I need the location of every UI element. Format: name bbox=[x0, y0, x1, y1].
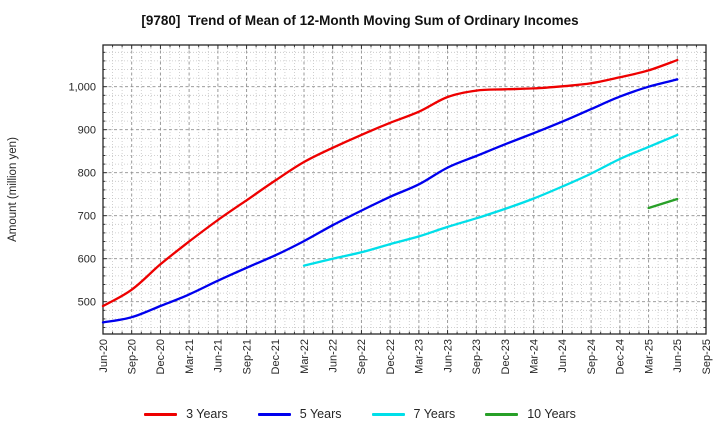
series-line-3-years bbox=[101, 58, 679, 308]
legend-label: 3 Years bbox=[186, 407, 228, 421]
x-tick-label: Jun-22 bbox=[328, 339, 340, 373]
x-tick-label: Mar-21 bbox=[184, 339, 196, 374]
x-tick-label: Dec-24 bbox=[615, 339, 627, 374]
x-tick-label: Dec-23 bbox=[500, 339, 512, 374]
y-tick-label: 900 bbox=[78, 125, 96, 137]
legend-label: 5 Years bbox=[299, 407, 342, 421]
x-tick-label: Jun-24 bbox=[557, 339, 569, 373]
y-tick-label: 1,000 bbox=[68, 82, 96, 94]
x-tick-label: Mar-22 bbox=[299, 339, 311, 374]
series-line-7-years bbox=[302, 133, 679, 267]
chart-title: [9780] Trend of Mean of 12-Month Moving … bbox=[141, 13, 579, 28]
legend: 3 Years 5 Years 7 Years 10 Years bbox=[0, 407, 720, 421]
legend-label: 7 Years bbox=[413, 407, 456, 421]
legend-item-7-years: 7 Years bbox=[371, 407, 456, 421]
legend-label: 10 Years bbox=[527, 407, 576, 421]
x-tick-label: Mar-24 bbox=[529, 339, 541, 374]
legend-swatch bbox=[485, 412, 519, 416]
x-tick-label: Dec-21 bbox=[270, 339, 282, 374]
x-tick-label: Sep-22 bbox=[356, 339, 368, 374]
x-tick-label: Sep-23 bbox=[471, 339, 483, 374]
y-axis-label: Amount (million yen) bbox=[7, 137, 19, 242]
x-tick-label: Jun-21 bbox=[213, 339, 225, 373]
x-tick-label: Sep-24 bbox=[586, 339, 598, 374]
x-tick-label: Mar-23 bbox=[414, 339, 426, 374]
x-tick-label: Mar-25 bbox=[643, 339, 655, 374]
x-tick-label: Dec-20 bbox=[155, 339, 167, 374]
axis-ticks bbox=[102, 45, 707, 334]
grid-minor bbox=[103, 45, 706, 334]
legend-swatch bbox=[144, 412, 178, 416]
x-tick-label: Sep-25 bbox=[701, 339, 713, 374]
y-tick-label: 600 bbox=[78, 254, 96, 266]
legend-swatch bbox=[371, 412, 405, 416]
y-tick-label: 800 bbox=[78, 168, 96, 180]
y-tick-labels: 500 600 700 800 900 1,000 bbox=[68, 82, 96, 309]
x-tick-label: Sep-21 bbox=[241, 339, 253, 374]
x-tick-label: Dec-22 bbox=[385, 339, 397, 374]
chart-dynamic-layer: 500 600 700 800 900 1,000 Jun-20 Sep-20 Dec-20 Ma… bbox=[68, 44, 713, 374]
series-line-5-years bbox=[101, 78, 679, 324]
x-tick-label: Sep-20 bbox=[127, 339, 139, 374]
legend-swatch bbox=[257, 412, 291, 416]
grid-major bbox=[102, 45, 707, 334]
y-tick-label: 500 bbox=[78, 297, 96, 309]
series-line-10-years bbox=[647, 197, 679, 210]
x-tick-label: Jun-20 bbox=[98, 339, 110, 373]
legend-item-5-years: 5 Years bbox=[257, 407, 342, 421]
y-tick-label: 700 bbox=[78, 211, 96, 223]
legend-item-10-years: 10 Years bbox=[485, 407, 576, 421]
legend-item-3-years: 3 Years bbox=[144, 407, 228, 421]
x-tick-label: Jun-23 bbox=[442, 339, 454, 373]
x-tick-labels: Jun-20 Sep-20 Dec-20 Mar-21 Jun-21 Sep-21 Dec-… bbox=[98, 339, 713, 374]
x-tick-label: Jun-25 bbox=[672, 339, 684, 373]
